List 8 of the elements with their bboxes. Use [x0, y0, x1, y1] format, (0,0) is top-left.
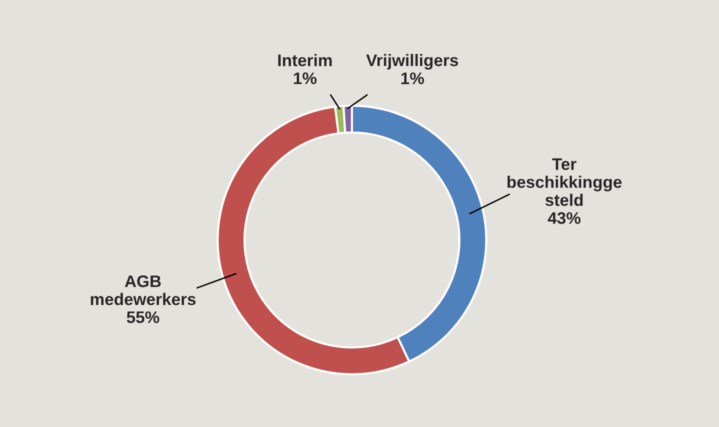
slice-label: Ter beschikkingge steld — [508, 158, 622, 206]
data-label: 1% — [401, 72, 424, 84]
data-label: 55% — [126, 311, 160, 324]
slice-label: Vrijwilligers — [366, 54, 458, 70]
data-label: 43% — [548, 212, 581, 224]
slice-label: AGB medewerkers — [90, 275, 196, 306]
slice-label: Interim — [278, 54, 332, 66]
data-label: 1% — [294, 72, 317, 84]
